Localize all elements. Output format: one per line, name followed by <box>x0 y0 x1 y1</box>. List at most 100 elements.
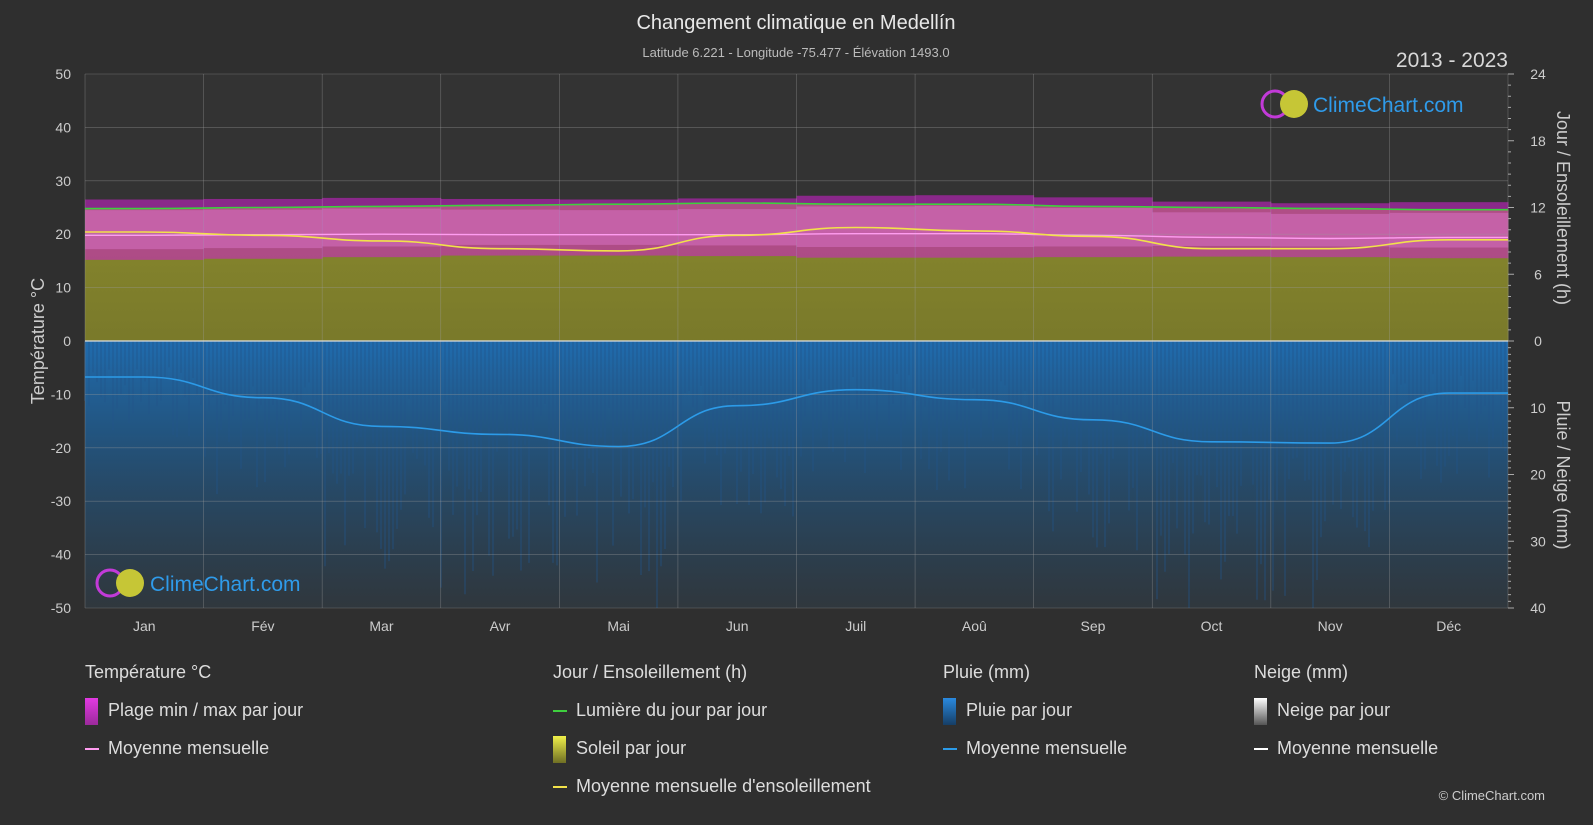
legend-item-sunshine-mean: Moyenne mensuelle d'ensoleillement <box>553 776 871 814</box>
data-lines <box>84 202 1508 448</box>
copyright: © ClimeChart.com <box>1438 788 1545 803</box>
temp-mean-swatch <box>85 748 99 750</box>
legend-item-rain-mean: Moyenne mensuelle <box>943 738 1127 776</box>
month-tick-label: Avr <box>490 618 511 634</box>
climate-chart: Changement climatique en Medellín Latitu… <box>28 12 1573 634</box>
right-axis-title-bottom: Pluie / Neige (mm) <box>1553 400 1573 549</box>
right-tick-hours: 12 <box>1530 200 1546 216</box>
month-tick-label: Nov <box>1318 618 1343 634</box>
logo-sun-icon <box>1280 90 1308 118</box>
month-tick-label: Sep <box>1080 618 1105 634</box>
temp-range-bar <box>559 199 679 256</box>
temp-range-bar <box>440 198 560 256</box>
legend-item-label: Moyenne mensuelle <box>108 738 270 758</box>
logo-sun-icon <box>116 569 144 597</box>
sunshine-swatch <box>553 736 566 763</box>
legend-item-label: Lumière du jour par jour <box>576 700 768 720</box>
temp-range-bar <box>677 198 797 257</box>
temp-range-core <box>677 209 797 246</box>
month-tick-label: Fév <box>251 618 274 634</box>
left-axis-ticks: 50 40 30 20 10 0 -10 -20 -30 -40 -50 <box>51 66 71 616</box>
legend-item-temp-mean: Moyenne mensuelle <box>85 738 303 776</box>
left-tick-label: 40 <box>55 119 71 135</box>
period-label: 2013 - 2023 <box>1396 49 1508 72</box>
snow-mean-swatch <box>1254 748 1268 750</box>
right-tick-hours: 0 <box>1534 333 1542 349</box>
left-axis-title: Température °C <box>28 278 48 404</box>
chart-subtitle: Latitude 6.221 - Longitude -75.477 - Élé… <box>642 45 949 60</box>
rain-swatch <box>943 698 956 725</box>
temp-range-bar <box>1152 201 1272 257</box>
legend-item-sunshine: Soleil par jour <box>553 736 871 776</box>
legend-sun-title: Jour / Ensoleillement (h) <box>553 662 748 682</box>
legend-temperature: Température °C Plage min / max par jour … <box>85 662 303 776</box>
logo-bottom: ClimeChart.com <box>95 568 301 598</box>
daylight-swatch <box>553 710 567 712</box>
sunshine-mean-line <box>84 226 1508 252</box>
legend-item-temp-range: Plage min / max par jour <box>85 698 304 738</box>
legend-item-label: Plage min / max par jour <box>108 700 304 720</box>
temp-range-core <box>1033 208 1153 247</box>
chart-title: Changement climatique en Medellín <box>636 12 955 34</box>
month-tick-label: Aoû <box>962 618 987 634</box>
temp-range-core <box>915 205 1035 248</box>
temp-range-bar <box>85 199 205 260</box>
legend-sun: Jour / Ensoleillement (h) Lumière du jou… <box>553 662 871 814</box>
temp-range-bar <box>1389 202 1509 259</box>
legend-item-rain: Pluie par jour <box>943 698 1127 738</box>
left-tick-label: 0 <box>63 333 71 349</box>
legend-item-snow: Neige par jour <box>1254 698 1438 738</box>
sunshine-mean-swatch <box>553 786 567 788</box>
temp-range-core <box>1270 213 1390 247</box>
legend-item-label: Moyenne mensuelle <box>966 738 1128 758</box>
month-tick-label: Juil <box>845 618 866 634</box>
left-tick-label: -20 <box>51 440 71 456</box>
month-tick-label: Jan <box>133 618 156 634</box>
legend: Température °C Plage min / max par jour … <box>0 662 1593 812</box>
rain-mean-line <box>85 376 1508 448</box>
temp-range-swatch <box>85 698 98 725</box>
logo-top: ClimeChart.com <box>1260 89 1464 119</box>
legend-rain: Pluie (mm) Pluie par jour Moyenne mensue… <box>943 662 1127 776</box>
legend-item-daylight: Lumière du jour par jour <box>553 700 871 738</box>
logo-text-top: ClimeChart.com <box>1313 94 1464 117</box>
logo-text-bottom: ClimeChart.com <box>150 573 301 596</box>
temp-range-bar <box>915 195 1035 258</box>
legend-snow: Neige (mm) Neige par jour Moyenne mensue… <box>1254 662 1438 776</box>
legend-rain-title: Pluie (mm) <box>943 662 1031 682</box>
rain-mean-swatch <box>943 748 957 750</box>
temp-range-core <box>559 210 679 245</box>
left-tick-label: 50 <box>55 66 71 82</box>
right-tick-mm: 10 <box>1530 400 1546 416</box>
legend-item-label: Soleil par jour <box>576 738 687 758</box>
legend-item-label: Neige par jour <box>1277 700 1391 720</box>
right-axis-ticks: 24 18 12 6 0 10 20 30 40 <box>1508 66 1546 616</box>
right-axis-title-top: Jour / Ensoleillement (h) <box>1553 111 1573 305</box>
daylight-line <box>85 202 1508 211</box>
month-tick-label: Mai <box>607 618 630 634</box>
legend-item-snow-mean: Moyenne mensuelle <box>1254 738 1438 776</box>
left-tick-label: -50 <box>51 600 71 616</box>
month-tick-label: Mar <box>369 618 393 634</box>
month-tick-label: Déc <box>1436 618 1461 634</box>
month-tick-label: Jun <box>726 618 749 634</box>
legend-temperature-title: Température °C <box>85 662 212 682</box>
legend-item-label: Pluie par jour <box>966 700 1073 720</box>
temp-range-bar <box>203 198 323 259</box>
left-tick-label: 30 <box>55 173 71 189</box>
legend-item-label: Moyenne mensuelle d'ensoleillement <box>576 776 871 796</box>
left-tick-label: -30 <box>51 493 71 509</box>
right-tick-hours: 24 <box>1530 66 1546 82</box>
right-tick-hours: 6 <box>1534 266 1542 282</box>
temp-range-core <box>85 210 205 250</box>
temp-range-core <box>1152 212 1272 246</box>
legend-snow-title: Neige (mm) <box>1254 662 1349 682</box>
left-tick-label: 10 <box>55 280 71 296</box>
temp-range-core <box>203 209 323 249</box>
right-tick-hours: 18 <box>1530 133 1546 149</box>
month-tick-label: Oct <box>1201 618 1223 634</box>
temp-mean-line <box>85 232 1508 240</box>
right-tick-mm: 30 <box>1530 533 1546 549</box>
temp-range-core <box>440 209 560 245</box>
left-tick-label: -40 <box>51 547 71 563</box>
